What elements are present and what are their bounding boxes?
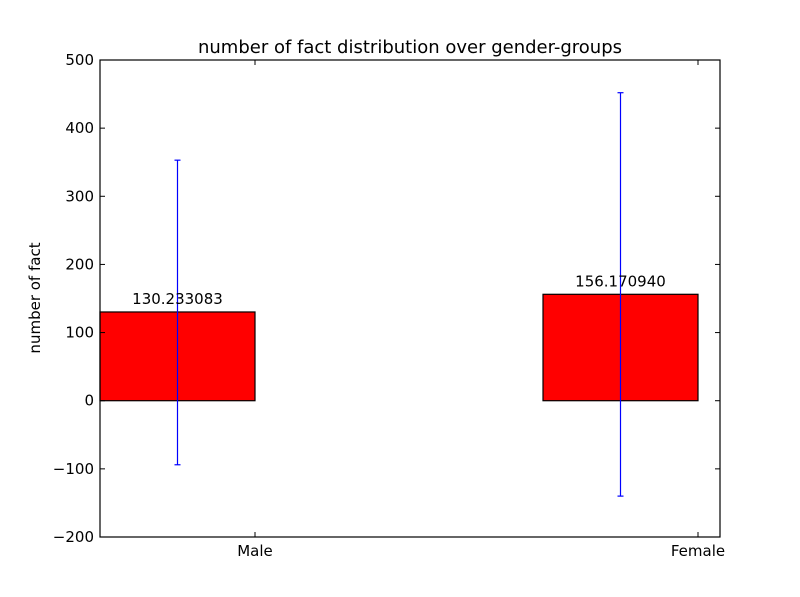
chart-title: number of fact distribution over gender-… (198, 37, 622, 58)
y-tick-label: 100 (65, 324, 94, 342)
value-label-male: 130.233083 (132, 290, 223, 308)
y-tick-label: −200 (53, 528, 94, 546)
y-tick-label: 200 (65, 255, 94, 273)
plot-frame (99, 59, 721, 538)
y-tick-label: 0 (84, 392, 94, 410)
x-tick-label-female: Female (671, 542, 725, 560)
x-tick-label-male: Male (237, 542, 273, 560)
plot-area: −200 −100 0 100 200 300 400 500 Male Female 130.23… (53, 51, 725, 560)
value-label-female: 156.170940 (575, 272, 666, 290)
y-tick-label: 400 (65, 119, 94, 137)
y-tick-label: 500 (65, 51, 94, 69)
y-tick-label: −100 (53, 460, 94, 478)
y-axis-label: number of fact (26, 242, 44, 353)
y-tick-label: 300 (65, 187, 94, 205)
